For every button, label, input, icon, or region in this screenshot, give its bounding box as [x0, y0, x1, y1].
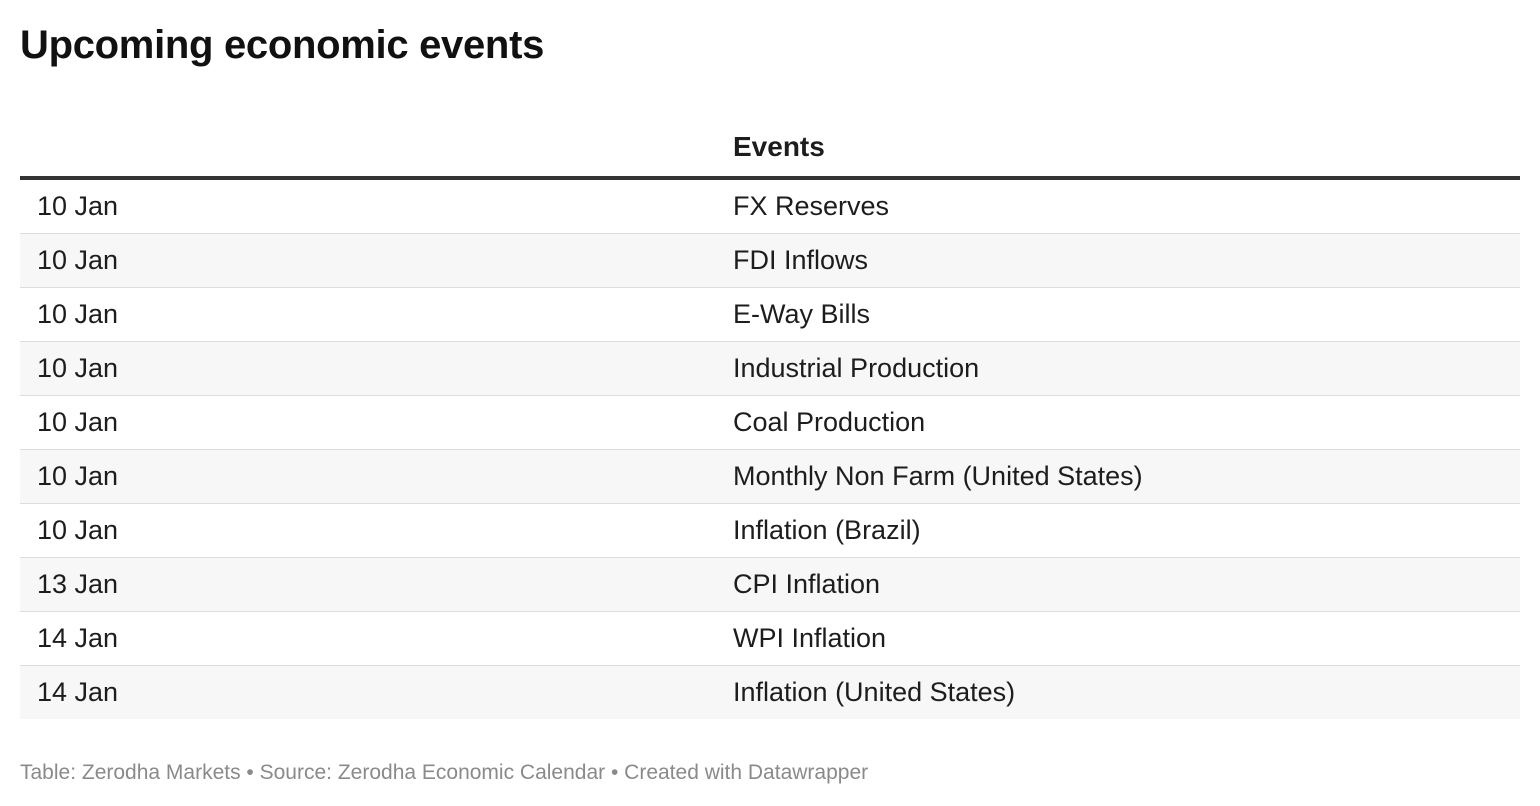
table-cell-date: 10 Jan — [20, 395, 733, 450]
table-cell-date: 14 Jan — [20, 665, 733, 719]
table-cell-date: 14 Jan — [20, 611, 733, 666]
table-cell-date: 10 Jan — [20, 449, 733, 504]
column-header-events: Events — [733, 118, 1520, 180]
table-cell-event: WPI Inflation — [733, 611, 1520, 666]
table-row: 10 Jan Monthly Non Farm (United States) — [20, 449, 1520, 504]
table-cell-event: FX Reserves — [733, 178, 1520, 234]
table-row: 14 Jan WPI Inflation — [20, 611, 1520, 666]
table-row: 14 Jan Inflation (United States) — [20, 665, 1520, 719]
events-table: Events 10 Jan FX Reserves 10 Jan FDI Inflow… — [20, 118, 1520, 719]
source-footer: Table: Zerodha Markets • Source: Zerodha… — [20, 761, 869, 784]
table-cell-event: CPI Inflation — [733, 557, 1520, 612]
table-body: 10 Jan FX Reserves 10 Jan FDI Inflows 10 Jan… — [20, 178, 1520, 719]
table-cell-event: E-Way Bills — [733, 287, 1520, 342]
table-cell-date: 10 Jan — [20, 341, 733, 396]
column-header-date — [20, 118, 733, 180]
table-cell-date: 10 Jan — [20, 503, 733, 558]
table-cell-date: 13 Jan — [20, 557, 733, 612]
table-cell-date: 10 Jan — [20, 178, 733, 234]
events-table-container: Events 10 Jan FX Reserves 10 Jan FDI Inflow… — [20, 118, 1520, 719]
table-cell-date: 10 Jan — [20, 233, 733, 288]
table-row: 10 Jan Industrial Production — [20, 341, 1520, 396]
table-row: 10 Jan FDI Inflows — [20, 233, 1520, 288]
table-header-row: Events — [20, 118, 1520, 180]
table-row: 10 Jan FX Reserves — [20, 178, 1520, 234]
table-cell-date: 10 Jan — [20, 287, 733, 342]
table-row: 10 Jan E-Way Bills — [20, 287, 1520, 342]
table-row: 10 Jan Coal Production — [20, 395, 1520, 450]
table-cell-event: Industrial Production — [733, 341, 1520, 396]
table-cell-event: FDI Inflows — [733, 233, 1520, 288]
table-cell-event: Inflation (Brazil) — [733, 503, 1520, 558]
table-row: 10 Jan Inflation (Brazil) — [20, 503, 1520, 558]
table-cell-event: Coal Production — [733, 395, 1520, 450]
table-row: 13 Jan CPI Inflation — [20, 557, 1520, 612]
page-title: Upcoming economic events — [20, 23, 545, 67]
table-cell-event: Inflation (United States) — [733, 665, 1520, 719]
table-cell-event: Monthly Non Farm (United States) — [733, 449, 1520, 504]
